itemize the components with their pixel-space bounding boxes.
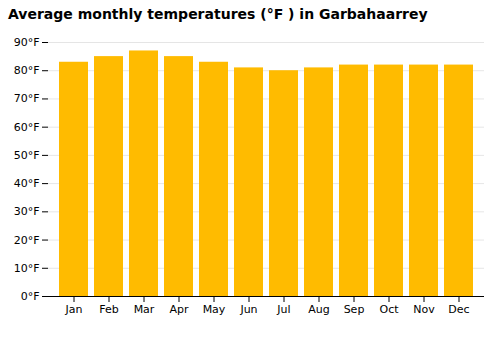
svg-text:Aug: Aug <box>308 303 329 316</box>
svg-text:Apr: Apr <box>169 303 189 316</box>
svg-text:70°F: 70°F <box>14 92 40 105</box>
svg-text:80°F: 80°F <box>14 64 40 77</box>
svg-text:May: May <box>203 303 226 316</box>
svg-text:60°F: 60°F <box>14 121 40 134</box>
svg-text:10°F: 10°F <box>14 262 40 275</box>
svg-text:Nov: Nov <box>413 303 435 316</box>
html-text:Average monthly temperatures (: Average monthly temperatures (°F ) in Ga… <box>8 6 428 22</box>
svg-text:Sep: Sep <box>344 303 365 316</box>
svg-text:Dec: Dec <box>448 303 469 316</box>
svg-text:Feb: Feb <box>99 303 118 316</box>
svg-text:0°F: 0°F <box>21 290 40 303</box>
svg-text:Oct: Oct <box>379 303 399 316</box>
svg-text:Jun: Jun <box>239 303 257 316</box>
svg-text:50°F: 50°F <box>14 149 40 162</box>
svg-text:40°F: 40°F <box>14 177 40 190</box>
svg-text:Jul: Jul <box>276 303 290 316</box>
svg-text:Jan: Jan <box>65 303 83 316</box>
svg-text:90°F: 90°F <box>14 36 40 49</box>
svg-text:30°F: 30°F <box>14 205 40 218</box>
svg-text:20°F: 20°F <box>14 234 40 247</box>
svg-text:Mar: Mar <box>134 303 155 316</box>
